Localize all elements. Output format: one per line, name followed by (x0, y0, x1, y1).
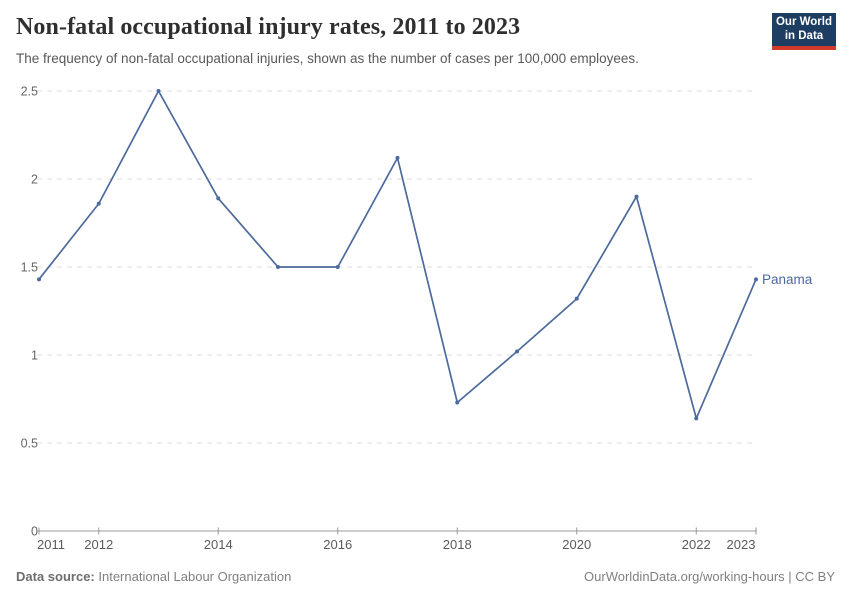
owid-logo[interactable]: Our World in Data (772, 13, 836, 50)
y-axis-tick-label: 1.5 (21, 261, 38, 275)
owid-logo-line2: in Data (784, 29, 824, 42)
data-point (694, 416, 699, 421)
data-point (156, 89, 161, 93)
x-axis-tick-label: 2011 (37, 537, 65, 552)
x-axis-tick-label: 2023 (727, 537, 756, 552)
y-axis-tick-label: 2.5 (21, 85, 38, 99)
chart-title: Non-fatal occupational injury rates, 201… (16, 14, 521, 40)
data-point (754, 277, 758, 282)
x-axis-tick-label: 2018 (443, 537, 472, 552)
x-axis-tick-label: 2014 (204, 537, 233, 552)
y-axis-tick-label: 0.5 (21, 437, 38, 451)
y-axis-tick-label: 2 (31, 173, 38, 187)
data-point (37, 277, 41, 282)
y-axis-tick-label: 1 (31, 349, 38, 363)
x-axis-tick-label: 2012 (84, 537, 113, 552)
chart-footer: Data source: International Labour Organi… (16, 569, 835, 584)
data-point (515, 349, 519, 354)
owid-logo-line1: Our World (775, 15, 832, 28)
data-point (96, 201, 101, 206)
x-axis-tick-label: 2016 (323, 537, 352, 552)
x-axis-tick-label: 2022 (682, 537, 711, 552)
data-point (276, 265, 280, 269)
chart-subtitle: The frequency of non-fatal occupational … (16, 51, 639, 66)
series-end-label: Panama (762, 272, 813, 287)
data-point (455, 400, 460, 405)
x-axis-tick-label: 2020 (562, 537, 591, 552)
series-line (38, 90, 757, 420)
data-point (335, 265, 340, 269)
footer-citation-link[interactable]: OurWorldinData.org/working-hours | CC BY (584, 569, 835, 584)
data-point (216, 196, 221, 201)
y-axis-tick-label: 0 (31, 525, 38, 539)
data-source: Data source: International Labour Organi… (16, 569, 291, 584)
data-point (574, 296, 579, 301)
data-point (634, 194, 639, 199)
data-source-label: Data source: (16, 569, 95, 584)
data-source-value: International Labour Organization (94, 569, 292, 584)
data-point (395, 155, 400, 160)
